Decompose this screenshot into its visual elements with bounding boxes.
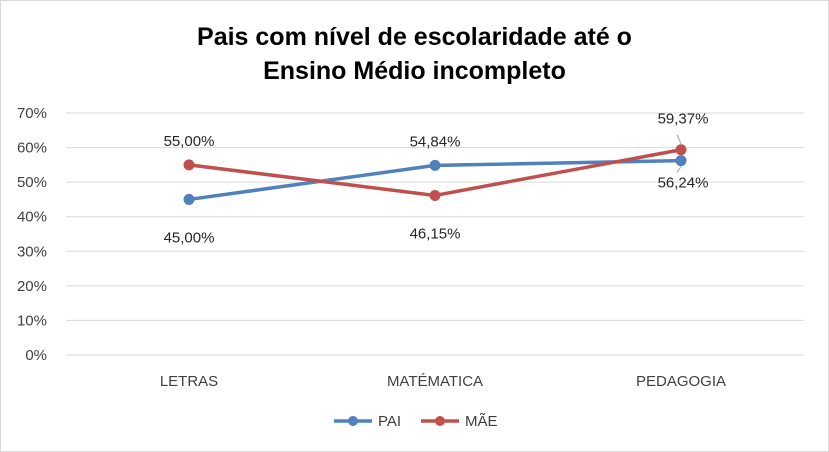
data-point-mãe xyxy=(675,144,687,156)
leader-line xyxy=(676,166,682,173)
data-point-mãe xyxy=(429,189,441,201)
y-tick-label: 40% xyxy=(17,209,47,226)
data-point-pai xyxy=(429,159,441,171)
x-category-label: PEDAGOGIA xyxy=(636,373,726,390)
y-tick-label: 60% xyxy=(17,140,47,157)
series-lines xyxy=(183,144,687,205)
y-tick-label: 0% xyxy=(25,347,47,364)
data-point-pai xyxy=(675,155,687,167)
x-category-label: LETRAS xyxy=(160,373,218,390)
x-axis-categories: LETRAS MATÉMATICA PEDAGOGIA xyxy=(160,373,726,390)
legend-swatch-marker xyxy=(435,416,445,426)
data-label-pai: 45,00% xyxy=(164,229,215,246)
data-point-mãe xyxy=(183,159,195,171)
gridlines xyxy=(66,112,804,356)
chart-title-line-2: Ensino Médio incompleto xyxy=(263,57,566,85)
chart-title-line-1: Pais com nível de escolaridade até o xyxy=(197,23,632,51)
legend-swatch-marker xyxy=(348,416,358,426)
y-tick-label: 30% xyxy=(17,243,47,260)
leader-line xyxy=(676,134,682,144)
x-category-label: MATÉMATICA xyxy=(387,373,483,390)
y-axis-ticks: 0% 10% 20% 30% 40% 50% 60% 70% xyxy=(17,105,47,364)
legend-label-pai: PAI xyxy=(378,413,401,430)
y-tick-label: 70% xyxy=(17,105,47,122)
y-tick-label: 10% xyxy=(17,312,47,329)
data-label-pai: 54,84% xyxy=(410,133,461,150)
data-labels: 45,00% 55,00% 54,84% 46,15% 56,24% 59,37% xyxy=(164,111,709,247)
data-label-pai: 56,24% xyxy=(658,175,709,192)
data-label-mãe: 46,15% xyxy=(410,225,461,242)
data-label-mãe: 55,00% xyxy=(164,133,215,150)
legend: PAI MÃE xyxy=(334,413,498,430)
y-tick-label: 50% xyxy=(17,174,47,191)
data-point-pai xyxy=(183,193,195,205)
y-tick-label: 20% xyxy=(17,278,47,295)
chart-title: Pais com nível de escolaridade até o Ens… xyxy=(0,20,829,88)
legend-label-mãe: MÃE xyxy=(465,413,498,430)
data-label-mãe: 59,37% xyxy=(658,111,709,128)
